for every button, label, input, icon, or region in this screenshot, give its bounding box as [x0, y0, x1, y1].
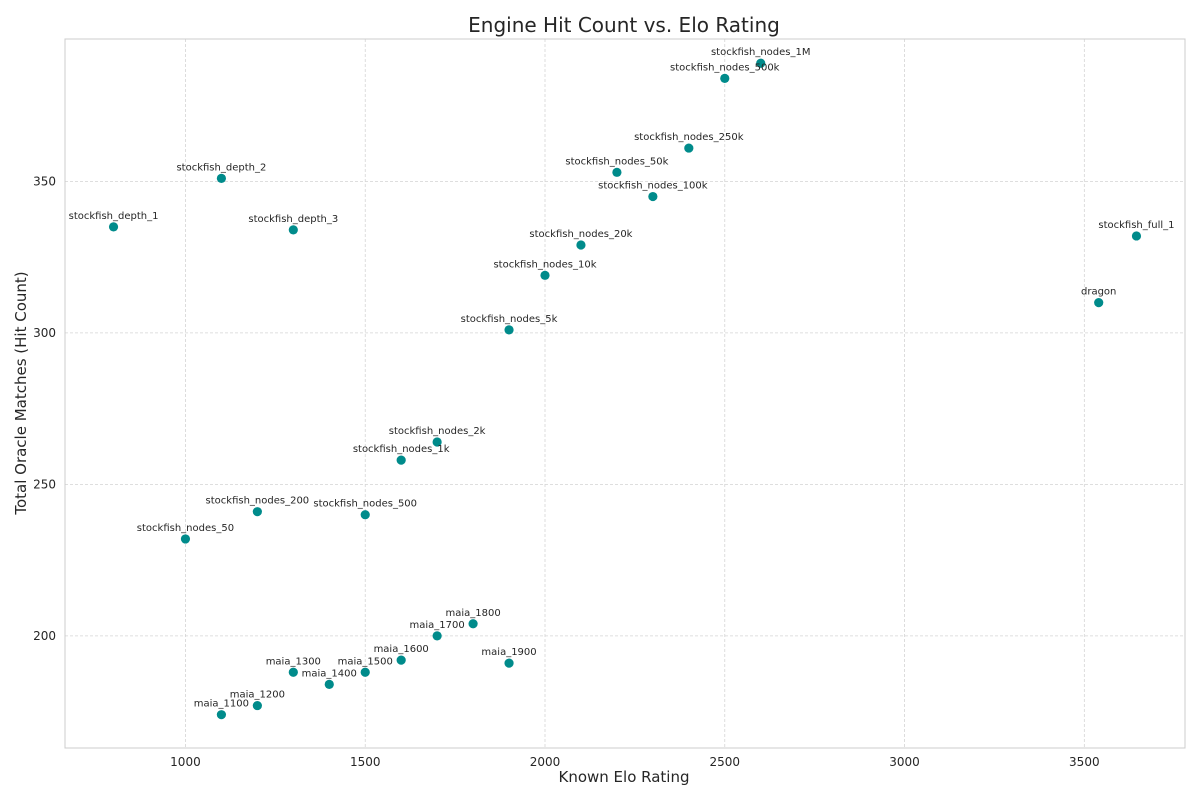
data-point	[288, 667, 298, 677]
grid	[65, 39, 1185, 748]
point-label: maia_1200	[230, 690, 285, 701]
data-point	[180, 534, 191, 544]
point-label: maia_1900	[481, 647, 536, 658]
data-point	[252, 507, 262, 517]
data-point	[432, 437, 442, 447]
data-point	[1131, 231, 1142, 241]
x-tick-label: 3000	[889, 755, 920, 769]
data-point	[576, 240, 586, 250]
y-tick-label: 350	[33, 174, 56, 188]
x-tick-label: 1500	[350, 755, 381, 769]
y-tick-label: 250	[33, 477, 56, 491]
point-label: stockfish_nodes_200	[206, 496, 310, 507]
point-label: stockfish_nodes_1k	[353, 444, 450, 455]
data-point	[216, 710, 227, 720]
point-label: stockfish_nodes_10k	[493, 259, 596, 270]
point-label: stockfish_nodes_20k	[529, 229, 632, 240]
point-label: stockfish_nodes_500	[313, 499, 417, 510]
point-label: dragon	[1081, 287, 1116, 298]
data-point	[720, 73, 730, 83]
data-point	[1094, 298, 1104, 308]
point-label: stockfish_nodes_50k	[565, 156, 668, 167]
data-point	[252, 700, 262, 711]
point-label: stockfish_nodes_500k	[670, 62, 780, 73]
chart-title: Engine Hit Count vs. Elo Rating	[468, 13, 780, 37]
plot-frame	[64, 38, 1186, 749]
x-axis-label: Known Elo Rating	[558, 768, 689, 786]
point-label: maia_1600	[374, 644, 429, 655]
point-label: stockfish_full_1	[1098, 220, 1174, 231]
data-point	[612, 167, 622, 177]
point-label: stockfish_nodes_50	[137, 523, 234, 534]
data-point	[468, 619, 478, 629]
point-label: stockfish_depth_3	[248, 214, 338, 225]
point-label: maia_1100	[194, 699, 249, 710]
y-tick-label: 300	[33, 326, 56, 340]
x-tick-label: 2000	[530, 755, 561, 769]
data-point	[504, 325, 514, 335]
data-point	[648, 191, 658, 202]
point-label: stockfish_depth_2	[176, 162, 266, 173]
point-label: stockfish_depth_1	[69, 211, 159, 222]
point-label: maia_1500	[338, 656, 393, 667]
point-label: stockfish_nodes_100k	[598, 181, 708, 192]
data-points	[108, 58, 1142, 720]
data-point	[108, 222, 119, 232]
data-point	[504, 658, 514, 668]
data-point	[756, 58, 766, 68]
point-label: maia_1400	[302, 668, 357, 679]
data-point	[360, 510, 370, 520]
x-axis-ticks: 1000 1500 2000 2500 3000 3500	[170, 755, 1099, 769]
data-point	[360, 667, 370, 677]
x-tick-label: 3500	[1069, 755, 1100, 769]
point-label: stockfish_nodes_2k	[389, 426, 486, 437]
point-label: maia_1700	[410, 620, 465, 631]
point-labels: stockfish_nodes_1M stockfish_nodes_500kst…	[69, 47, 1175, 709]
data-point	[540, 270, 550, 280]
x-tick-label: 1000	[170, 755, 201, 769]
point-label: stockfish_nodes_1M	[711, 47, 811, 58]
point-label: stockfish_nodes_5k	[461, 314, 558, 325]
x-tick-label: 2500	[710, 755, 741, 769]
y-tick-label: 200	[33, 629, 56, 643]
data-point	[432, 631, 442, 641]
data-point	[684, 143, 694, 153]
data-point	[324, 679, 334, 689]
data-point	[396, 655, 406, 665]
point-label: maia_1300	[266, 656, 321, 667]
y-axis-label: Total Oracle Matches (Hit Count)	[12, 271, 30, 515]
point-label: stockfish_nodes_250k	[634, 132, 744, 143]
data-point	[288, 225, 298, 235]
data-point	[396, 455, 406, 465]
data-point	[216, 173, 227, 183]
point-label: maia_1800	[445, 608, 500, 619]
y-axis-ticks: 200 250 300 350	[33, 174, 56, 642]
